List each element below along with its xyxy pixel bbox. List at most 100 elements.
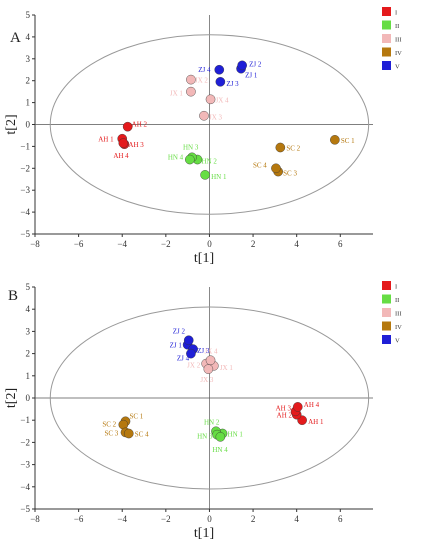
y-tick-label: −1 bbox=[20, 415, 30, 425]
data-label: HN 3 bbox=[183, 143, 199, 151]
data-point bbox=[123, 428, 134, 439]
y-tick-label: −4 bbox=[20, 207, 30, 217]
x-tick-label: −4 bbox=[117, 239, 127, 249]
legend-label: III bbox=[395, 311, 402, 318]
legend-label: I bbox=[395, 284, 397, 291]
x-tick-label: −6 bbox=[74, 239, 84, 249]
data-point bbox=[215, 76, 226, 87]
data-point bbox=[185, 154, 195, 165]
legend-swatch bbox=[382, 34, 391, 43]
series-ii: HN 1HN 2HN 3HN 4 bbox=[168, 143, 227, 181]
x-tick-label: −8 bbox=[30, 514, 40, 524]
confidence-ellipse bbox=[49, 306, 370, 490]
data-label: JX 1 bbox=[220, 364, 234, 372]
legend-label: II bbox=[395, 297, 399, 304]
legend-label: IV bbox=[395, 324, 402, 331]
y-tick-label: −4 bbox=[20, 482, 30, 492]
x-tick-label: 4 bbox=[294, 514, 299, 524]
data-label: SC 3 bbox=[283, 170, 297, 178]
y-tick-label: −5 bbox=[20, 229, 30, 239]
data-label: ZJ 4 bbox=[177, 355, 190, 363]
data-label: JX 3 bbox=[200, 376, 214, 384]
data-point bbox=[271, 163, 281, 174]
data-point bbox=[292, 402, 303, 412]
legend-swatch bbox=[382, 335, 391, 344]
y-tick-label: 5 bbox=[26, 10, 31, 20]
data-label: HN 4 bbox=[212, 446, 228, 454]
y-tick-label: −2 bbox=[20, 437, 30, 447]
data-label: AH 4 bbox=[304, 401, 320, 409]
data-label: ZJ 1 bbox=[170, 342, 183, 350]
x-tick-label: 2 bbox=[251, 239, 256, 249]
data-label: SC 2 bbox=[102, 421, 116, 429]
legend-label: IV bbox=[395, 50, 402, 57]
data-point bbox=[205, 94, 216, 105]
x-tick-label: −4 bbox=[117, 514, 127, 524]
data-point bbox=[186, 74, 196, 85]
data-point bbox=[186, 86, 196, 97]
data-point bbox=[275, 142, 286, 153]
data-label: SC 1 bbox=[129, 412, 143, 420]
data-label: SC 2 bbox=[286, 144, 300, 152]
data-point bbox=[118, 138, 129, 148]
x-tick-label: −8 bbox=[30, 239, 40, 249]
data-label: AH 4 bbox=[113, 152, 129, 160]
data-point bbox=[214, 64, 225, 75]
series-iv: SC 1 SC 2SC 3 SC 4 bbox=[102, 412, 149, 438]
series-i: AH 1AH 2AH 3AH 4 bbox=[98, 121, 147, 160]
data-label: ZJ 1 bbox=[245, 72, 258, 80]
data-label: SC 1 bbox=[341, 137, 355, 145]
y-tick-label: 1 bbox=[26, 98, 31, 108]
data-label: ZJ 2 bbox=[249, 60, 262, 68]
y-tick-label: −2 bbox=[20, 163, 30, 173]
legend-label: I bbox=[395, 10, 397, 17]
legend-label: V bbox=[395, 64, 400, 71]
data-label: HN 2 bbox=[204, 418, 220, 426]
x-axis-label: t[1] bbox=[194, 526, 214, 541]
legend-swatch bbox=[382, 321, 391, 331]
data-label: AH 1 bbox=[308, 418, 324, 426]
data-label: JX 2 bbox=[195, 77, 209, 85]
x-tick-label: 6 bbox=[338, 514, 343, 524]
legend-swatch bbox=[382, 7, 391, 16]
legend-swatch bbox=[382, 47, 391, 57]
legend-swatch bbox=[382, 61, 391, 70]
y-tick-label: −3 bbox=[20, 460, 30, 470]
series-ii: HN 1HN 2HN 3HN 4 bbox=[197, 418, 243, 454]
data-label: JX 4 bbox=[216, 96, 230, 104]
legend-swatch bbox=[382, 20, 391, 30]
panel-label: A bbox=[10, 30, 21, 46]
data-label: JX 4 bbox=[205, 347, 219, 355]
confidence-ellipse bbox=[49, 34, 370, 215]
x-tick-label: 0 bbox=[207, 239, 212, 249]
data-point bbox=[215, 432, 226, 442]
data-point bbox=[200, 170, 210, 180]
y-tick-label: 2 bbox=[26, 349, 31, 359]
x-tick-label: 2 bbox=[251, 514, 256, 524]
data-point bbox=[186, 348, 196, 359]
x-tick-label: −2 bbox=[161, 514, 171, 524]
legend-swatch bbox=[382, 308, 391, 317]
y-axis-label: t[2] bbox=[4, 388, 19, 408]
x-tick-label: 6 bbox=[338, 239, 343, 249]
x-tick-label: 0 bbox=[207, 514, 212, 524]
x-axis-label: t[1] bbox=[194, 251, 214, 266]
x-tick-label: 4 bbox=[294, 239, 299, 249]
data-point bbox=[237, 60, 247, 71]
y-tick-label: −5 bbox=[20, 504, 30, 514]
data-label: JX 3 bbox=[209, 114, 223, 122]
data-label: AH 1 bbox=[98, 136, 114, 144]
data-label: AH 2 bbox=[132, 121, 148, 129]
data-label: JX 2 bbox=[187, 362, 201, 370]
data-point bbox=[199, 110, 209, 121]
data-label: JX 1 bbox=[170, 90, 184, 98]
data-label: SC 4 bbox=[253, 161, 267, 169]
series-iii: JX 1 JX 2 JX 3 JX 4 bbox=[187, 347, 233, 384]
data-label: HN 1 bbox=[211, 173, 227, 181]
legend-swatch bbox=[382, 281, 391, 290]
y-tick-label: 4 bbox=[26, 32, 31, 42]
y-tick-label: −3 bbox=[20, 185, 30, 195]
